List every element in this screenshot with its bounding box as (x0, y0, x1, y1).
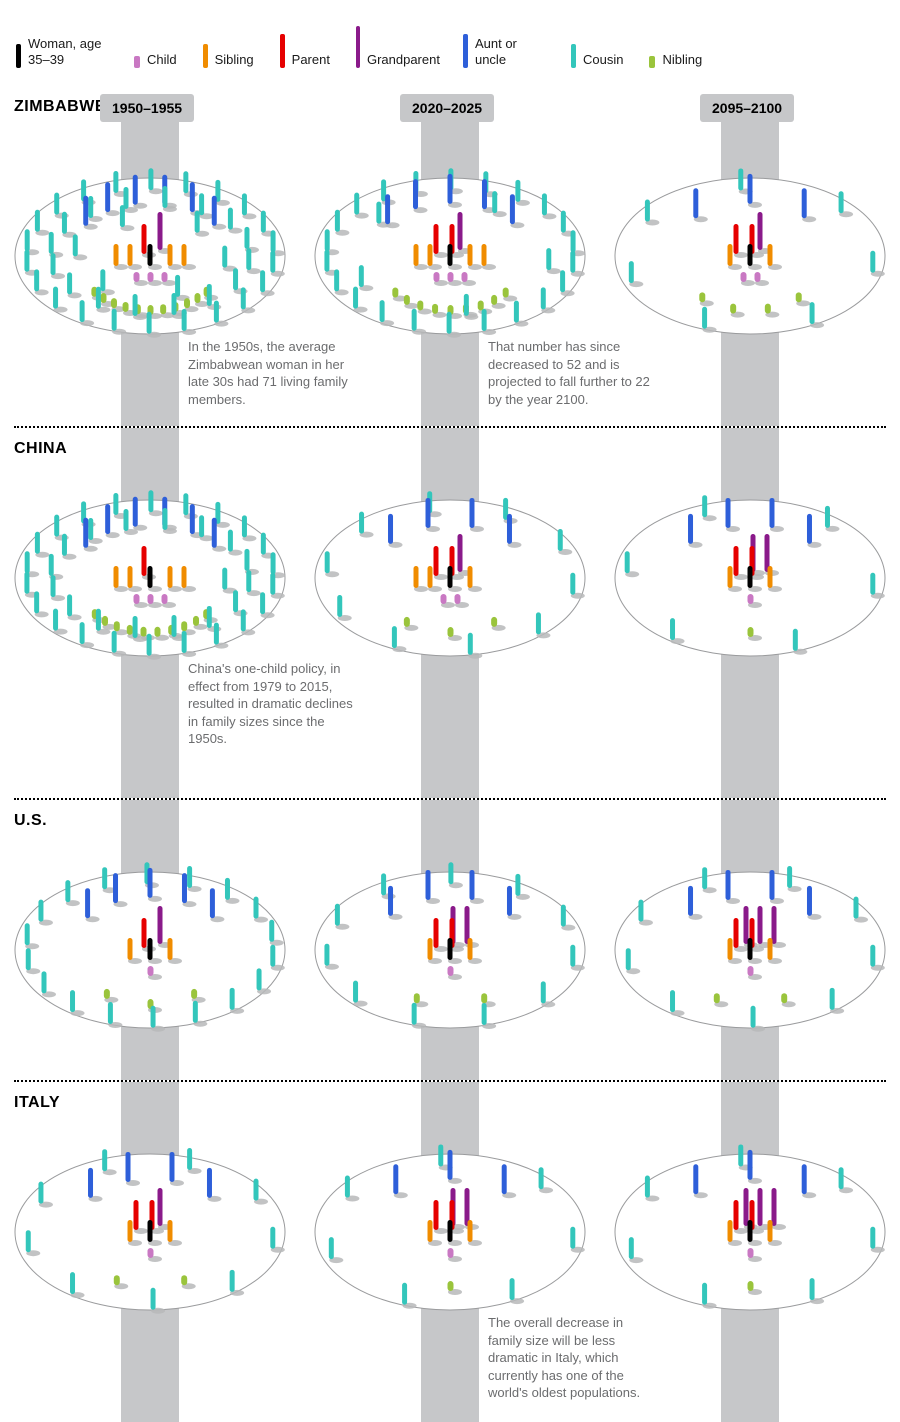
chart-grid: ZIMBABWE1950–1955 2020–2025 2095–2100 In th… (0, 86, 900, 1422)
legend: Woman, age 35–39 Child Sibling Parent Grandp… (0, 0, 900, 86)
country-cells (0, 800, 900, 1060)
legend-item-woman: Woman, age 35–39 (16, 36, 108, 69)
period-header: 2020–2025 (400, 94, 494, 122)
period-header: 1950–1955 (100, 94, 194, 122)
legend-item-aunt_uncle: Aunt or uncle (463, 34, 545, 68)
legend-label: Parent (292, 52, 330, 68)
legend-label: Grandparent (367, 52, 437, 68)
annotation-zim2: That number has since decreased to 52 an… (488, 338, 658, 408)
country-row-us: U.S. (0, 800, 900, 1080)
family-cell (0, 428, 300, 688)
country-cells (0, 428, 900, 688)
family-cell (300, 800, 600, 1060)
grandparent-swatch (356, 26, 360, 68)
country-label: CHINA (14, 440, 67, 458)
family-cell (600, 800, 900, 1060)
legend-item-sibling: Sibling (203, 44, 254, 68)
family-cell (600, 1082, 900, 1342)
aunt_uncle-swatch (463, 34, 468, 68)
family-cell (0, 106, 300, 366)
annotation-italy: The overall decrease in family size will… (488, 1314, 658, 1402)
legend-item-nibling: Nibling (649, 52, 702, 68)
family-cell (0, 800, 300, 1060)
period-header: 2095–2100 (700, 94, 794, 122)
legend-item-parent: Parent (280, 34, 330, 68)
parent-swatch (280, 34, 285, 68)
family-cell (600, 106, 900, 366)
legend-label: Cousin (583, 52, 623, 68)
cousin-swatch (571, 44, 576, 68)
family-cell (300, 1082, 600, 1342)
sibling-swatch (203, 44, 208, 68)
country-label: ITALY (14, 1094, 60, 1112)
country-cells (0, 1082, 900, 1342)
country-label: U.S. (14, 812, 47, 830)
country-label: ZIMBABWE (14, 98, 106, 116)
country-row-italy: ITALY The overall decrease in family size… (0, 1082, 900, 1422)
child-swatch (134, 56, 140, 68)
legend-label: Sibling (215, 52, 254, 68)
family-cell (300, 106, 600, 366)
family-cell (0, 1082, 300, 1342)
family-cell (300, 428, 600, 688)
woman-swatch (16, 44, 21, 68)
country-row-china: CHINA China's one-child policy, in effect… (0, 428, 900, 798)
legend-label: Aunt or uncle (475, 36, 545, 69)
nibling-swatch (649, 56, 655, 68)
country-cells (0, 106, 900, 366)
legend-item-grandparent: Grandparent (356, 26, 437, 68)
legend-item-child: Child (134, 52, 177, 68)
legend-label: Child (147, 52, 177, 68)
family-cell (600, 428, 900, 688)
annotation-zim1: In the 1950s, the average Zimbabwean wom… (188, 338, 358, 408)
country-row-zimbabwe: ZIMBABWE1950–1955 2020–2025 2095–2100 In th… (0, 86, 900, 426)
legend-label: Nibling (662, 52, 702, 68)
annotation-china: China's one-child policy, in effect from… (188, 660, 358, 748)
legend-label: Woman, age 35–39 (28, 36, 108, 69)
legend-item-cousin: Cousin (571, 44, 623, 68)
